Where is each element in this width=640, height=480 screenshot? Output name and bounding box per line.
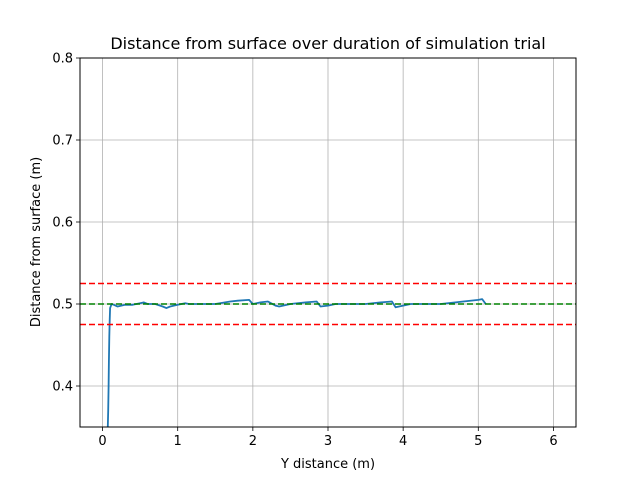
y-tick-label-1: 0.5 — [52, 298, 73, 313]
y-axis-label: Distance from surface (m) — [29, 157, 44, 327]
x-tick-label-2: 2 — [249, 434, 257, 449]
plot-lines — [80, 282, 576, 427]
x-tick-label-4: 4 — [399, 434, 407, 449]
series-line-0 — [106, 298, 487, 427]
x-tick-label-6: 6 — [549, 434, 557, 449]
y-tick-label-2: 0.6 — [52, 216, 73, 231]
x-tick-label-0: 0 — [98, 434, 106, 449]
x-tick-label-5: 5 — [474, 434, 482, 449]
y-tick-label-0: 0.4 — [52, 380, 73, 395]
x-tick-label-1: 1 — [174, 434, 182, 449]
x-axis-label: Y distance (m) — [280, 457, 375, 472]
ticks: 0 1 2 3 4 5 6 0.4 0.5 0.6 0.7 0.8 — [52, 52, 557, 450]
y-tick-label-3: 0.7 — [52, 134, 73, 149]
chart-title: Distance from surface over duration of s… — [110, 34, 545, 53]
y-tick-label-4: 0.8 — [52, 52, 73, 67]
x-tick-label-3: 3 — [324, 434, 332, 449]
